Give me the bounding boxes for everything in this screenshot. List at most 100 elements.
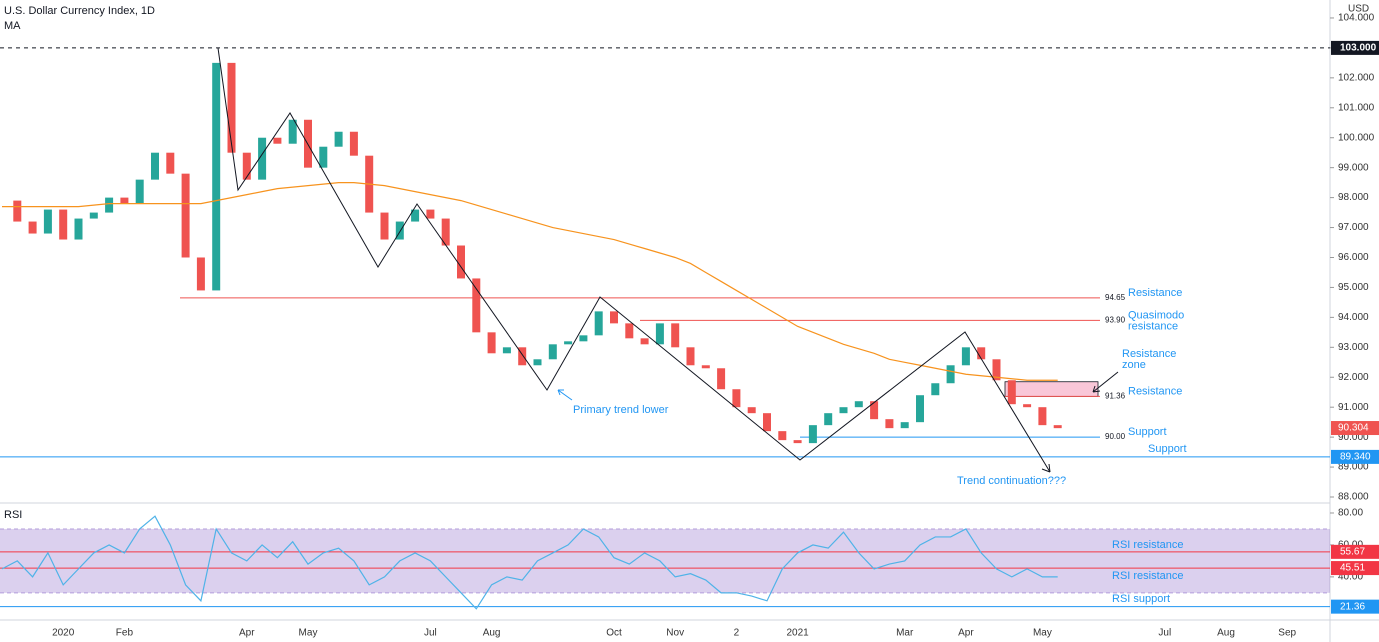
indicator-label: MA bbox=[4, 20, 21, 32]
candle bbox=[349, 131, 358, 156]
plot: 88.000 89.000 90.000 91.000 92.000 93.000 94.0… bbox=[0, 13, 1379, 639]
level-value: 94.65 bbox=[1105, 293, 1126, 302]
arrow bbox=[1092, 371, 1119, 393]
candle bbox=[885, 419, 894, 429]
candle bbox=[1023, 404, 1032, 408]
y-tick-label: 92.000 bbox=[1338, 372, 1369, 383]
y-tick-label: 98.000 bbox=[1338, 192, 1369, 203]
rsi-badge-label: 55.67 bbox=[1340, 546, 1365, 557]
candle bbox=[518, 347, 527, 366]
candle bbox=[610, 311, 618, 324]
rsi-band bbox=[0, 528, 1330, 593]
y-tick-label: 97.000 bbox=[1338, 222, 1369, 233]
candle bbox=[564, 341, 573, 345]
y-tick-label: 93.000 bbox=[1338, 342, 1369, 353]
candle bbox=[808, 425, 817, 444]
candle bbox=[334, 131, 343, 147]
candle bbox=[319, 146, 328, 168]
annotation: Resistance bbox=[1128, 287, 1182, 299]
y-tick-label: 89.000 bbox=[1338, 462, 1369, 473]
y-tick-label: 99.000 bbox=[1338, 162, 1369, 173]
annotation: Resistance bbox=[1128, 385, 1182, 397]
x-tick-label: 2020 bbox=[52, 628, 75, 639]
rsi-badge bbox=[1331, 599, 1379, 614]
candle bbox=[105, 197, 114, 213]
candle bbox=[502, 347, 511, 354]
candle bbox=[701, 365, 710, 369]
candle bbox=[732, 389, 741, 408]
candle bbox=[43, 209, 52, 234]
y-tick-label: 104.000 bbox=[1338, 13, 1375, 24]
candle bbox=[242, 152, 251, 180]
candle bbox=[258, 137, 267, 180]
x-tick-label: Mar bbox=[896, 628, 914, 639]
ma-line bbox=[2, 182, 1058, 381]
y-tick-label: 40.00 bbox=[1338, 572, 1363, 583]
x-tick-label: Oct bbox=[606, 628, 622, 639]
candle bbox=[487, 332, 496, 354]
candle bbox=[793, 440, 802, 444]
candle bbox=[273, 137, 282, 144]
candle bbox=[992, 359, 1001, 381]
rsi-line bbox=[1, 515, 1058, 610]
x-tick-label: Jul bbox=[1158, 628, 1171, 639]
y-tick-label: 100.000 bbox=[1338, 132, 1375, 143]
candle bbox=[151, 152, 159, 180]
chart-title: U.S. Dollar Currency Index, 1D bbox=[4, 5, 155, 17]
annotation: Resistance zone bbox=[1122, 348, 1176, 371]
x-tick-label: 2021 bbox=[786, 628, 809, 639]
x-tick-label: Feb bbox=[116, 628, 134, 639]
candle bbox=[533, 359, 542, 366]
candle bbox=[89, 212, 98, 219]
candle bbox=[900, 422, 909, 429]
candle bbox=[824, 413, 833, 426]
candle bbox=[120, 197, 129, 204]
rsi-badge bbox=[1331, 544, 1379, 559]
level-value: 91.36 bbox=[1105, 392, 1126, 401]
price-badge bbox=[1331, 40, 1379, 55]
annotation: Primary trend lower bbox=[573, 404, 669, 416]
x-tick-label: Apr bbox=[239, 628, 255, 639]
candle bbox=[931, 383, 940, 396]
candle bbox=[1053, 425, 1062, 429]
level-value: 90.00 bbox=[1105, 432, 1126, 441]
candle bbox=[747, 407, 756, 414]
candle bbox=[778, 431, 787, 441]
zigzag bbox=[217, 47, 1051, 473]
candle bbox=[579, 335, 588, 342]
candle bbox=[441, 218, 450, 246]
candle bbox=[717, 368, 726, 390]
x-tick-label: Jul bbox=[424, 628, 437, 639]
rsi-badge-label: 45.51 bbox=[1340, 563, 1365, 574]
candle bbox=[640, 338, 649, 345]
candle bbox=[548, 344, 557, 360]
y-tick-label: 102.000 bbox=[1338, 72, 1375, 83]
rsi-title: RSI bbox=[4, 509, 22, 521]
candle bbox=[870, 401, 879, 420]
candle bbox=[135, 179, 144, 204]
y-tick-label: 101.000 bbox=[1338, 102, 1375, 113]
x-tick-label: May bbox=[1033, 628, 1052, 639]
candle bbox=[594, 311, 603, 336]
candle bbox=[961, 347, 970, 366]
resistance-zone bbox=[1004, 381, 1099, 397]
candle bbox=[227, 62, 236, 153]
candle bbox=[181, 173, 190, 258]
candle bbox=[426, 209, 435, 219]
arrow-head bbox=[1041, 463, 1051, 473]
candle bbox=[212, 62, 221, 291]
x-tick-label: Aug bbox=[483, 628, 501, 639]
arrow bbox=[557, 389, 573, 401]
price-badge bbox=[1331, 421, 1379, 436]
y-tick-label: 96.000 bbox=[1338, 252, 1369, 263]
candle bbox=[946, 365, 955, 384]
candle bbox=[395, 221, 404, 240]
y-tick-label: 88.000 bbox=[1338, 492, 1369, 503]
currency: USD bbox=[1348, 4, 1369, 15]
candle bbox=[763, 413, 771, 432]
candle bbox=[74, 218, 83, 240]
candle bbox=[288, 119, 297, 144]
candle bbox=[671, 323, 680, 348]
annotation: Support bbox=[1148, 443, 1187, 455]
